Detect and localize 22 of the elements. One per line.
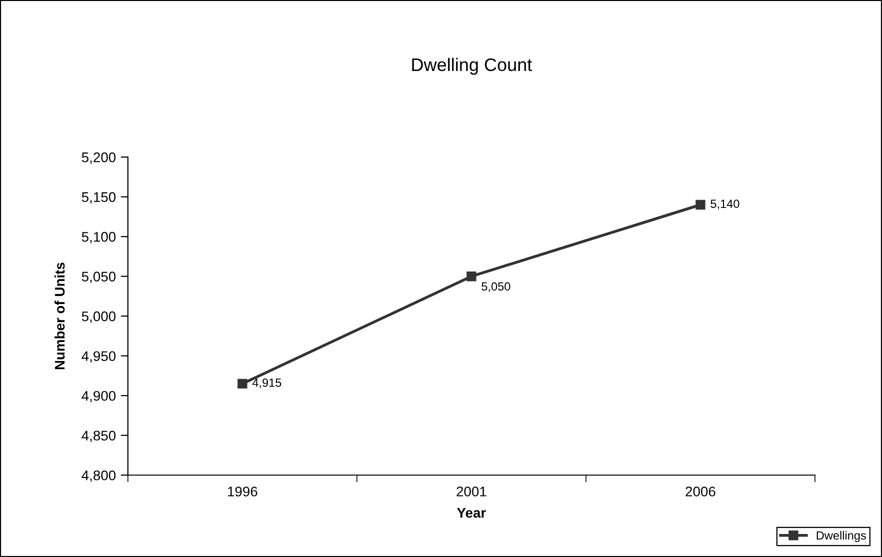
- data-label: 5,140: [710, 200, 740, 210]
- point: [696, 200, 706, 210]
- data-label: 5,050: [482, 282, 510, 292]
- y-tick-label: 4,950: [82, 351, 116, 363]
- y-tick-label: 5,200: [82, 152, 116, 164]
- y-tick-label: 4,850: [82, 430, 116, 442]
- y-tick-label: 5,150: [82, 192, 116, 204]
- y-tick-label: 5,000: [82, 311, 116, 323]
- y-tick-label: 4,900: [82, 390, 116, 402]
- data-label: 4,915: [252, 378, 282, 388]
- x-tick-label: 1996: [228, 486, 258, 496]
- x-tick-label: 2001: [456, 486, 486, 496]
- point: [238, 378, 248, 389]
- x-tick-label: 2006: [686, 486, 716, 496]
- chart-title: Dwelling Count: [412, 58, 532, 75]
- legend-label: Dwellings: [816, 530, 866, 542]
- point: [466, 271, 476, 282]
- y-tick-label: 5,050: [82, 272, 116, 284]
- y-tick-label: 5,100: [82, 232, 116, 244]
- y-axis-title: Number of Units: [54, 262, 65, 370]
- x-axis-title: Year: [456, 508, 486, 518]
- y-tick-label: 4,800: [82, 470, 116, 482]
